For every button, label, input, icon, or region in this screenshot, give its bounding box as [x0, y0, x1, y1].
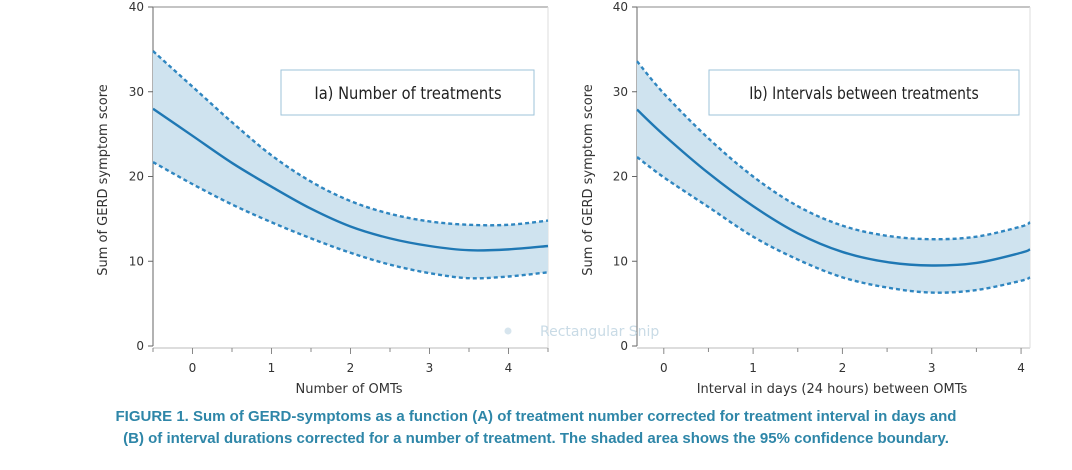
x-tick-label: 1: [268, 361, 276, 375]
y-tick-label: 30: [613, 85, 628, 99]
estimate-line: [636, 108, 1031, 267]
watermark-text: Rectangular Snip: [540, 324, 659, 340]
lower-ci-line: [636, 156, 1031, 294]
confidence-band: [153, 51, 548, 279]
chart-panel-a: 0 10 20 30 40 0 1 2 3 4 Ia) Number of treatments Su…: [96, 0, 549, 397]
panel-title: Ib) Intervals between treatments: [749, 84, 979, 104]
panel-title: Ia) Number of treatments: [314, 84, 501, 104]
x-tick-label: 2: [839, 361, 847, 375]
y-tick-label: 20: [129, 170, 144, 184]
y-tick-label: 10: [613, 254, 628, 268]
lower-ci-line: [152, 161, 549, 280]
x-axis-label: Number of OMTs: [295, 382, 402, 397]
confidence-band: [637, 61, 1030, 293]
y-tick-label: 40: [613, 0, 628, 14]
x-tick-label: 1: [749, 361, 757, 375]
panel-title-box: [280, 69, 535, 116]
chart-panel-b: 0 10 20 30 40 0 1 2 3 4 Ib) Intervals between trea…: [581, 0, 1031, 397]
caption-line-2: (B) of interval durations corrected for …: [123, 430, 949, 447]
y-tick-label: 0: [620, 339, 628, 353]
x-tick-label: 2: [347, 361, 355, 375]
y-axis-label: Sum of GERD symptom score: [96, 84, 111, 276]
y-tick-label: 20: [613, 170, 628, 184]
x-tick-label: 0: [189, 361, 197, 375]
x-tick-label: 3: [928, 361, 936, 375]
y-tick-label: 30: [129, 85, 144, 99]
y-axis-label: Sum of GERD symptom score: [581, 84, 596, 276]
x-tick-label: 0: [660, 361, 668, 375]
figure-caption: FIGURE 1. Sum of GERD-symptoms as a func…: [0, 406, 1072, 450]
x-tick-label: 4: [505, 361, 513, 375]
y-tick-label: 10: [129, 254, 144, 268]
estimate-line: [152, 107, 549, 252]
y-tick-label: 0: [136, 339, 144, 353]
upper-ci-line: [636, 60, 1031, 241]
caption-line-1: FIGURE 1. Sum of GERD-symptoms as a func…: [115, 408, 957, 425]
x-axis-label: Interval in days (24 hours) between OMTs: [697, 382, 968, 397]
y-tick-label: 40: [129, 0, 144, 14]
x-tick-label: 4: [1017, 361, 1025, 375]
x-tick-label: 3: [426, 361, 434, 375]
panel-title-box: [708, 69, 1020, 116]
watermark-dot-icon: [504, 327, 512, 335]
